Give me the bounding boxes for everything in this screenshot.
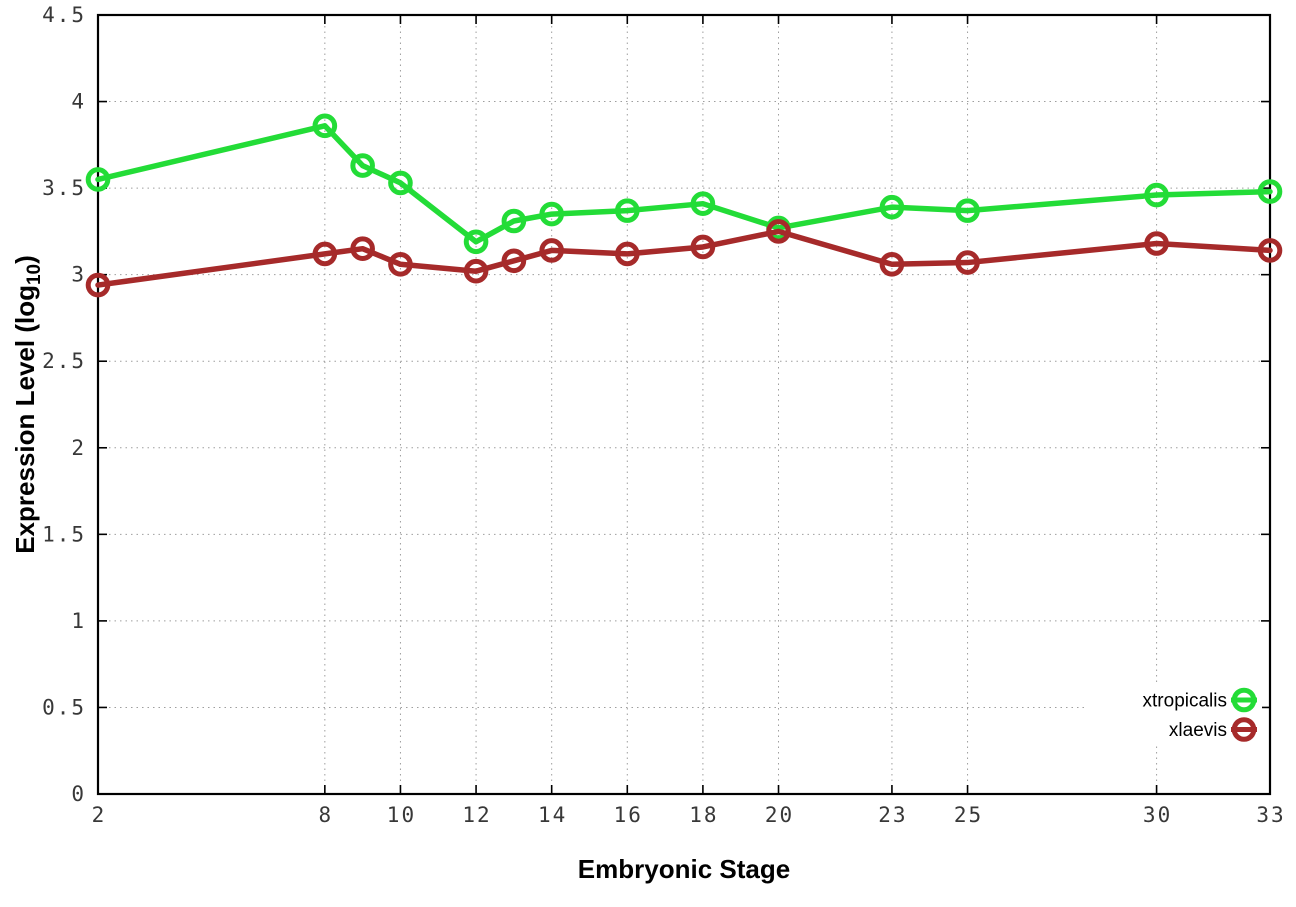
data-point-xtropicalis	[350, 153, 375, 178]
data-point-xlaevis	[766, 219, 791, 244]
data-point-xtropicalis	[1257, 179, 1283, 204]
series-line-xtropicalis	[95, 123, 1273, 245]
y-tick-label: 2.5	[42, 349, 86, 373]
axis-ticks	[97, 14, 1271, 795]
x-tick-label: 8	[319, 803, 334, 827]
x-tick-label: 23	[878, 803, 907, 827]
y-tick-label: 4.5	[42, 3, 86, 27]
x-tick-label: 30	[1143, 803, 1172, 827]
data-point-xlaevis	[463, 258, 489, 284]
data-point-xlaevis	[312, 241, 338, 267]
data-point-xlaevis	[501, 248, 527, 274]
data-point-xlaevis	[85, 272, 111, 298]
data-point-xtropicalis	[501, 208, 527, 234]
x-axis-title: Embryonic Stage	[578, 854, 790, 884]
data-series	[85, 113, 1283, 298]
legend-label-xlaevis: xlaevis	[1169, 720, 1227, 741]
data-point-xtropicalis	[85, 167, 111, 192]
y-tick-label: 1	[71, 609, 86, 633]
y-tick-label: 3	[71, 263, 86, 287]
data-point-xlaevis	[690, 234, 716, 260]
x-tick-label: 20	[765, 803, 794, 827]
data-point-xlaevis	[388, 251, 413, 277]
data-point-xtropicalis	[463, 229, 489, 255]
x-tick-label: 33	[1256, 803, 1285, 827]
y-tick-label: 0	[71, 782, 86, 806]
x-tick-labels: 2 8 10 12 14 16 18 20 23 25 30 33	[92, 803, 1285, 827]
data-point-xlaevis	[1144, 231, 1169, 256]
data-point-xtropicalis	[879, 194, 905, 220]
data-point-xtropicalis	[312, 113, 338, 139]
y-tick-label: 4	[71, 90, 86, 114]
y-tick-label: 3.5	[42, 176, 86, 200]
x-tick-label: 16	[614, 803, 643, 827]
series-xlaevis	[85, 219, 1283, 298]
y-tick-label: 2	[71, 436, 86, 460]
legend-marker-xlaevis	[1231, 717, 1257, 742]
series-line-xlaevis	[95, 228, 1273, 288]
series-xtropicalis	[85, 113, 1283, 255]
data-point-xlaevis	[614, 241, 640, 267]
data-point-xlaevis	[955, 250, 980, 275]
y-tick-label: 0.5	[42, 695, 86, 719]
data-point-xtropicalis	[1144, 182, 1169, 208]
data-point-xlaevis	[879, 251, 905, 277]
legend: xtropicalis xlaevis	[1086, 684, 1262, 744]
y-axis-title: Expression Level (log10)	[10, 255, 45, 554]
x-tick-label: 10	[387, 803, 416, 827]
y-tick-labels: 0 0.5 1 1.5 2 2.5 3 3.5 4 4.5	[42, 3, 86, 806]
data-point-xtropicalis	[539, 201, 564, 227]
data-point-xtropicalis	[614, 198, 640, 223]
x-tick-label: 25	[954, 803, 983, 827]
data-point-xtropicalis	[690, 191, 716, 216]
data-point-xlaevis	[350, 236, 375, 261]
x-tick-label: 18	[689, 803, 718, 827]
plot-border	[96, 13, 1272, 796]
x-tick-label: 12	[462, 803, 491, 827]
legend-label-xtropicalis: xtropicalis	[1143, 691, 1227, 712]
data-point-xtropicalis	[955, 198, 980, 223]
legend-marker-xtropicalis	[1231, 687, 1257, 713]
data-point-xlaevis	[1257, 238, 1283, 263]
data-point-xtropicalis	[388, 170, 413, 196]
data-point-xlaevis	[539, 238, 564, 263]
x-tick-label: 14	[538, 803, 567, 827]
y-tick-label: 1.5	[42, 522, 86, 546]
gridlines	[97, 14, 1271, 795]
x-tick-label: 2	[92, 803, 107, 827]
